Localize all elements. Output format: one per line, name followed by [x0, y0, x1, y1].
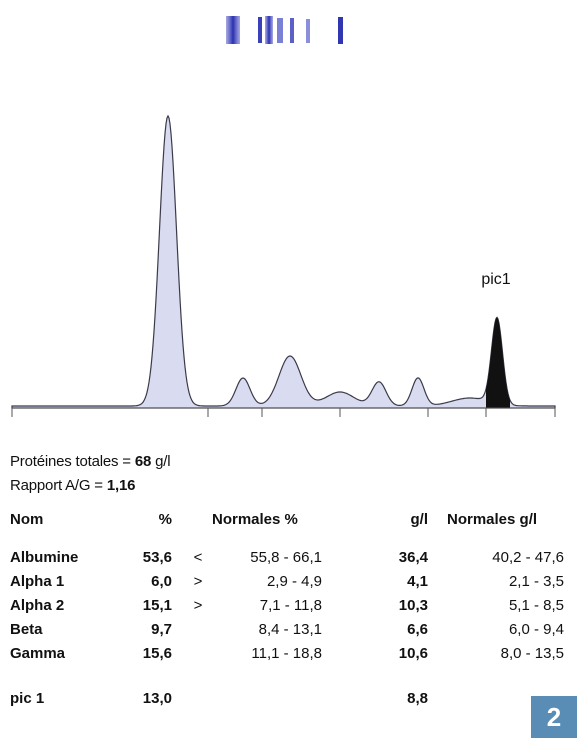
cell-gl: 36,4 — [398, 549, 428, 566]
ag-ratio-line: Rapport A/G = 1,16 — [10, 477, 135, 494]
cell-percent: 13,0 — [142, 690, 172, 707]
gel-band — [226, 16, 240, 44]
cell-norm-gl: 40,2 - 47,6 — [492, 549, 564, 566]
cell-name: Beta — [10, 621, 43, 638]
cell-norm-percent: 8,4 - 13,1 — [258, 621, 322, 638]
cell-norm-gl: 6,0 - 9,4 — [508, 621, 564, 638]
cell-gl: 4,1 — [407, 573, 428, 590]
cell-name: Gamma — [10, 645, 66, 662]
cell-norm-gl: 8,0 - 13,5 — [500, 645, 564, 662]
cell-norm-gl: 5,1 - 8,5 — [508, 597, 564, 614]
total-protein-label: Protéines totales = — [10, 453, 131, 470]
cell-gl: 8,8 — [407, 690, 428, 707]
cell-name: Albumine — [10, 549, 79, 566]
cell-percent: 9,7 — [151, 621, 172, 638]
figure-number-badge: 2 — [531, 696, 577, 738]
cell-gl: 10,3 — [398, 597, 428, 614]
total-protein-unit: g/l — [155, 453, 171, 470]
cell-flag: > — [193, 573, 203, 590]
header-normales-gl: Normales g/l — [447, 511, 538, 528]
cell-flag: > — [193, 597, 203, 614]
cell-norm-percent: 2,9 - 4,9 — [266, 573, 322, 590]
header-name: Nom — [10, 511, 44, 528]
gel-band — [290, 18, 294, 43]
ag-ratio-value: 1,16 — [106, 477, 136, 494]
header-percent: % — [158, 511, 172, 528]
cell-name: Alpha 2 — [10, 597, 65, 614]
gel-band — [277, 18, 283, 43]
gel-strip-image — [226, 16, 343, 44]
cell-percent: 15,6 — [142, 645, 172, 662]
pic1-peak — [486, 317, 510, 408]
pic1-annotation: pic1 — [481, 271, 510, 288]
cell-name: Alpha 1 — [10, 573, 65, 590]
cell-percent: 53,6 — [142, 549, 172, 566]
total-protein-value: 68 — [134, 453, 152, 470]
ag-ratio-label: Rapport A/G = — [10, 477, 103, 494]
cell-percent: 6,0 — [151, 573, 172, 590]
cell-norm-percent: 55,8 - 66,1 — [250, 549, 322, 566]
gel-band — [258, 17, 262, 43]
cell-norm-gl: 2,1 - 3,5 — [508, 573, 564, 590]
cell-flag: < — [193, 549, 203, 566]
cell-name: pic 1 — [10, 690, 45, 707]
trace-area — [11, 114, 556, 409]
gel-band — [338, 17, 343, 44]
gel-band — [265, 16, 273, 44]
total-protein-line: Protéines totales = 68 g/l — [10, 453, 171, 470]
cell-percent: 15,1 — [142, 597, 172, 614]
electrophoresis-trace: pic1 — [11, 114, 556, 417]
header-gl: g/l — [410, 511, 429, 528]
cell-gl: 10,6 — [398, 645, 428, 662]
cell-norm-percent: 11,1 - 18,8 — [251, 645, 322, 662]
header-normales-percent: Normales % — [212, 511, 298, 528]
cell-norm-percent: 7,1 - 11,8 — [259, 597, 322, 614]
gel-band — [306, 19, 310, 43]
cell-gl: 6,6 — [407, 621, 428, 638]
